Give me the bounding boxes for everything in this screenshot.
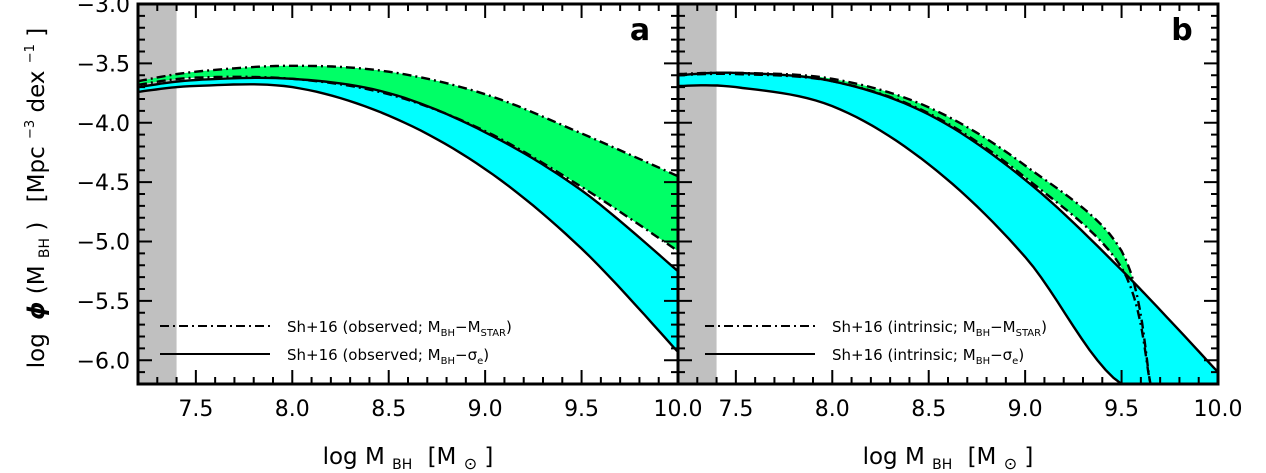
legend-b-sigma-label: Sh+16 (intrinsic; MBH−σe) [832,346,1024,367]
panel-a-mstar-upper-curve [138,64,678,178]
legend-b-mstar-label: Sh+16 (intrinsic; MBH−MSTAR) [832,318,1047,339]
panel-a-y-tick-label: −3.5 [77,52,130,77]
panel-b-band-sigma [678,72,1218,384]
panel-b-plot [678,4,1218,384]
panel-a: 7.5 8.0 8.5 9.0 9.5 10.0 −3.0 −3.5 −4.0 −4.5 −5.0 −… [77,0,703,422]
panel-a-sigma-upper-curve [138,76,678,273]
panel-a-y-tick-label: −5.5 [77,290,130,315]
panel-b-x-tick-label: 8.0 [815,397,850,422]
panel-a-band-mstar [138,65,678,251]
y-axis-title: log ϕ (M BH ) [Mpc −3 dex −1 ] [14,28,55,369]
panel-b-x-tick-label: 10.0 [1194,397,1243,422]
legend-a-mstar-label: Sh+16 (observed; MBH−MSTAR) [287,318,512,339]
panel-b: 7.5 8.0 8.5 9.0 9.5 10.0 b Sh+16 (intrinsic; … [676,2,1243,422]
panel-a-y-tick-label: −4.5 [77,171,130,196]
x-axis-title-a: log M BH [M ⊙ ] [323,444,494,473]
panel-a-x-tick-label: 9.5 [564,397,599,422]
panel-a-y-tick-label: −5.0 [77,231,130,256]
panel-a-band-sigma [138,77,678,352]
panel-a-legend: Sh+16 (observed; MBH−MSTAR) Sh+16 (obser… [160,318,512,367]
panel-b-sigma-upper-curve [678,71,1218,373]
panel-b-sigma-lower-curve [678,84,1218,384]
panel-b-legend: Sh+16 (intrinsic; MBH−MSTAR) Sh+16 (intr… [705,318,1047,367]
panel-a-x-tick-label: 8.0 [275,397,310,422]
panel-b-x-tick-label: 7.5 [718,397,753,422]
panel-a-x-tick-label: 10.0 [654,397,703,422]
legend-a-sigma-label: Sh+16 (observed; MBH−σe) [287,346,489,367]
panel-b-x-tick-label: 8.5 [911,397,946,422]
panel-a-x-tick-label: 8.5 [371,397,406,422]
panel-a-sigma-lower-curve [138,83,678,353]
panel-a-axes: 7.5 8.0 8.5 9.0 9.5 10.0 −3.0 −3.5 −4.0 −4.5 −5.0 −… [77,0,703,422]
panel-b-x-tick-label: 9.0 [1008,397,1043,422]
panel-a-plot [138,4,678,384]
panel-a-x-tick-label: 9.0 [468,397,503,422]
panel-b-axes: 7.5 8.0 8.5 9.0 9.5 10.0 [676,2,1243,422]
panel-a-y-tick-label: −4.0 [77,112,130,137]
panel-a-letter: a [630,13,650,48]
panel-a-y-tick-label: −6.0 [77,349,130,374]
panel-b-x-tick-label: 9.5 [1104,397,1139,422]
panel-a-x-tick-label: 7.5 [178,397,213,422]
panel-a-y-tick-label: −3.0 [77,0,130,18]
x-axis-title-b: log M BH [M ⊙ ] [863,444,1034,473]
panel-b-letter: b [1171,13,1192,48]
